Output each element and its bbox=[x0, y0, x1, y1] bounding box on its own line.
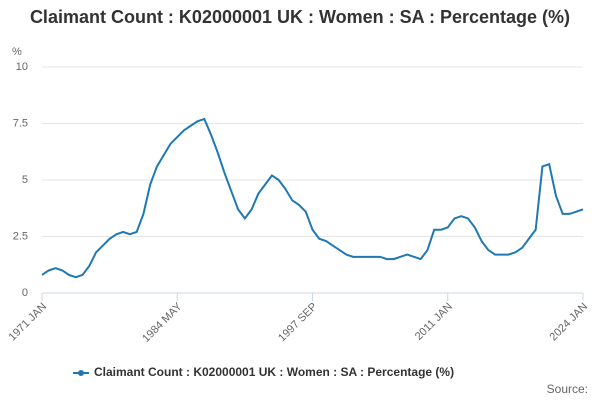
series-line bbox=[41, 117, 584, 279]
chart-title: Claimant Count : K02000001 UK : Women : … bbox=[29, 7, 571, 27]
y-tick-label: 5 bbox=[22, 174, 28, 186]
x-tick-label: 2011 JAN bbox=[413, 301, 455, 343]
y-tick-label: 7.5 bbox=[13, 117, 28, 129]
y-tick-label: 10 bbox=[16, 61, 28, 73]
x-tick-label: 1971 JAN bbox=[7, 301, 50, 344]
source: Source: bbox=[547, 382, 588, 396]
y-unit: % bbox=[12, 46, 22, 58]
y-tick-label: 0 bbox=[22, 287, 28, 299]
x-tick-label: 1984 MAY bbox=[140, 300, 185, 345]
x-tick-label: 1997 SEP bbox=[276, 301, 320, 345]
legend-label: Claimant Count : K02000001 UK : Women : … bbox=[94, 365, 454, 379]
y-tick-label: 2.5 bbox=[13, 230, 28, 242]
legend-marker bbox=[78, 370, 84, 376]
x-tick-label: 2024 JAN bbox=[548, 301, 591, 344]
